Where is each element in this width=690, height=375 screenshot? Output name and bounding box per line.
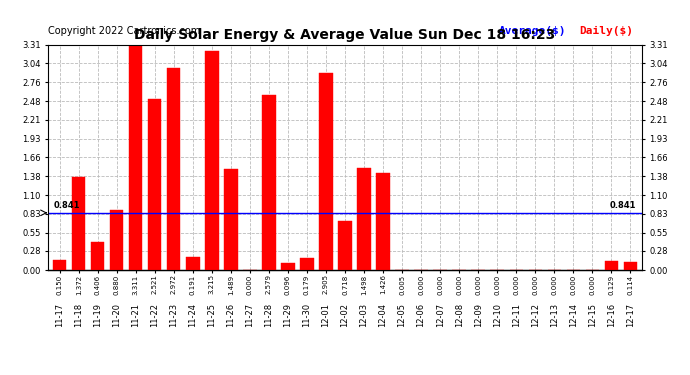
Bar	[376, 173, 390, 270]
Text: 0.191: 0.191	[190, 274, 196, 295]
Bar	[282, 264, 295, 270]
Bar	[338, 221, 352, 270]
Text: 0.000: 0.000	[475, 274, 481, 295]
Bar	[262, 95, 275, 270]
Text: Average($): Average($)	[500, 26, 566, 36]
Text: 0.718: 0.718	[342, 274, 348, 295]
Bar	[72, 177, 86, 270]
Text: 0.000: 0.000	[437, 274, 443, 295]
Bar	[604, 261, 618, 270]
Text: 0.000: 0.000	[589, 274, 595, 295]
Text: Daily($): Daily($)	[580, 26, 633, 36]
Bar	[167, 68, 181, 270]
Text: 0.129: 0.129	[609, 274, 614, 295]
Text: 2.972: 2.972	[171, 274, 177, 294]
Bar	[186, 257, 199, 270]
Bar	[91, 242, 104, 270]
Text: 0.000: 0.000	[532, 274, 538, 295]
Bar	[129, 45, 142, 270]
Text: 0.096: 0.096	[285, 274, 291, 295]
Bar	[148, 99, 161, 270]
Bar	[205, 51, 219, 270]
Text: 0.150: 0.150	[57, 274, 63, 295]
Text: 1.426: 1.426	[380, 274, 386, 294]
Bar	[624, 262, 637, 270]
Text: 0.000: 0.000	[551, 274, 558, 295]
Text: 0.000: 0.000	[247, 274, 253, 295]
Text: 3.215: 3.215	[209, 274, 215, 294]
Text: 0.000: 0.000	[418, 274, 424, 295]
Text: 2.521: 2.521	[152, 274, 158, 294]
Bar	[300, 258, 314, 270]
Text: 1.489: 1.489	[228, 274, 234, 295]
Bar	[224, 169, 237, 270]
Text: Copyright 2022 Cartronics.com: Copyright 2022 Cartronics.com	[48, 26, 201, 36]
Text: 0.880: 0.880	[114, 274, 120, 295]
Bar	[357, 168, 371, 270]
Bar	[319, 72, 333, 270]
Text: 0.000: 0.000	[494, 274, 500, 295]
Text: 0.406: 0.406	[95, 274, 101, 295]
Title: Daily Solar Energy & Average Value Sun Dec 18 16:23: Daily Solar Energy & Average Value Sun D…	[135, 28, 555, 42]
Bar	[53, 260, 66, 270]
Text: 2.905: 2.905	[323, 274, 329, 294]
Text: 0.000: 0.000	[570, 274, 576, 295]
Text: 2.579: 2.579	[266, 274, 272, 294]
Text: 0.114: 0.114	[627, 274, 633, 295]
Text: 3.311: 3.311	[132, 274, 139, 295]
Text: 0.179: 0.179	[304, 274, 310, 295]
Text: 0.841: 0.841	[609, 201, 636, 210]
Text: 0.000: 0.000	[456, 274, 462, 295]
Bar	[110, 210, 124, 270]
Text: 0.005: 0.005	[399, 274, 405, 295]
Text: 1.498: 1.498	[361, 274, 367, 295]
Text: 0.841: 0.841	[54, 201, 81, 210]
Text: 1.372: 1.372	[76, 274, 81, 295]
Text: 0.000: 0.000	[513, 274, 519, 295]
